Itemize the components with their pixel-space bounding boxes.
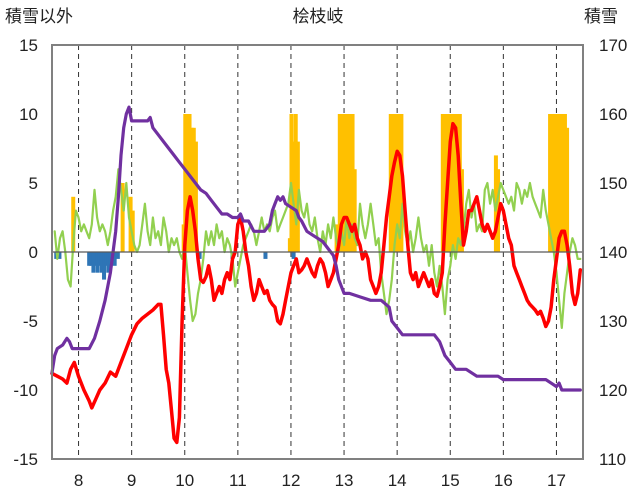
bar <box>189 127 194 252</box>
right-tick-label: 150 <box>599 174 627 193</box>
bar <box>263 252 268 259</box>
bar <box>554 114 559 252</box>
x-tick-label: 16 <box>494 471 513 490</box>
bar <box>560 114 565 252</box>
bar <box>91 252 96 273</box>
bar <box>57 252 62 259</box>
bar <box>393 114 398 252</box>
bar <box>71 196 76 252</box>
bar <box>453 114 458 252</box>
x-tick-label: 15 <box>441 471 460 490</box>
x-tick-label: 10 <box>175 471 194 490</box>
bar <box>565 127 570 252</box>
x-tick-label: 9 <box>127 471 136 490</box>
bar <box>95 252 100 273</box>
bar <box>120 183 125 252</box>
bar <box>339 114 344 252</box>
bar <box>397 114 402 252</box>
bar <box>556 114 561 252</box>
bar <box>548 114 553 252</box>
bar <box>395 114 400 252</box>
line-layer <box>50 105 583 445</box>
bar <box>183 114 188 252</box>
left-tick-label: -5 <box>23 312 38 331</box>
bar <box>449 114 454 252</box>
left-tick-label: 5 <box>29 174 38 193</box>
bar <box>97 252 102 266</box>
bar <box>558 114 563 252</box>
series-line <box>50 121 583 445</box>
x-tick-label: 14 <box>388 471 407 490</box>
series-line <box>50 105 582 392</box>
x-axis-ticks: 8 9 10 11 12 13 14 15 16 17 <box>74 471 566 490</box>
bar <box>185 114 190 252</box>
bar <box>106 252 111 273</box>
bar <box>102 252 107 280</box>
left-tick-label: 10 <box>19 105 38 124</box>
bar <box>344 114 349 252</box>
x-tick-label: 13 <box>335 471 354 490</box>
bar <box>191 127 196 252</box>
left-axis-ticks: 15 10 5 0 -5 -10 -15 <box>13 36 38 469</box>
bar <box>552 114 557 252</box>
bar <box>550 114 555 252</box>
bar <box>562 114 567 252</box>
bar <box>197 252 202 259</box>
x-tick-label: 8 <box>74 471 83 490</box>
bar <box>440 114 445 252</box>
right-tick-label: 140 <box>599 243 627 262</box>
bar <box>187 114 192 252</box>
bar <box>455 114 460 252</box>
bar <box>293 114 298 252</box>
bar <box>104 252 109 266</box>
bar <box>193 141 198 252</box>
right-tick-label: 160 <box>599 105 627 124</box>
bar <box>115 252 120 259</box>
right-tick-label: 130 <box>599 312 627 331</box>
bar <box>350 114 355 252</box>
bar <box>89 252 94 266</box>
left-tick-label: -15 <box>13 450 38 469</box>
bar <box>342 114 347 252</box>
right-tick-label: 170 <box>599 36 627 55</box>
bar <box>337 114 342 252</box>
bar <box>352 169 357 252</box>
plot-frame <box>51 44 584 460</box>
left-tick-label: 15 <box>19 36 38 55</box>
right-axis-title: 積雪 <box>584 7 618 26</box>
bar <box>99 252 104 273</box>
chart-title: 桧枝岐 <box>293 7 344 26</box>
bar <box>93 252 98 266</box>
right-axis-ticks: 170 160 150 140 130 120 110 <box>599 36 627 469</box>
left-tick-label: -10 <box>13 381 38 400</box>
right-tick-label: 110 <box>599 450 626 469</box>
bar <box>390 114 395 252</box>
bar <box>451 114 456 252</box>
bar <box>112 252 117 266</box>
left-axis-title: 積雪以外 <box>5 7 73 26</box>
bar <box>108 252 113 266</box>
bar <box>348 114 353 252</box>
right-tick-label: 120 <box>599 381 627 400</box>
bar <box>346 114 351 252</box>
x-tick-label: 11 <box>229 471 247 490</box>
bar <box>442 114 447 252</box>
bar <box>87 252 92 266</box>
left-tick-label: 0 <box>29 243 38 262</box>
x-tick-label: 12 <box>281 471 300 490</box>
bar <box>291 252 296 259</box>
x-tick-label: 17 <box>547 471 566 490</box>
